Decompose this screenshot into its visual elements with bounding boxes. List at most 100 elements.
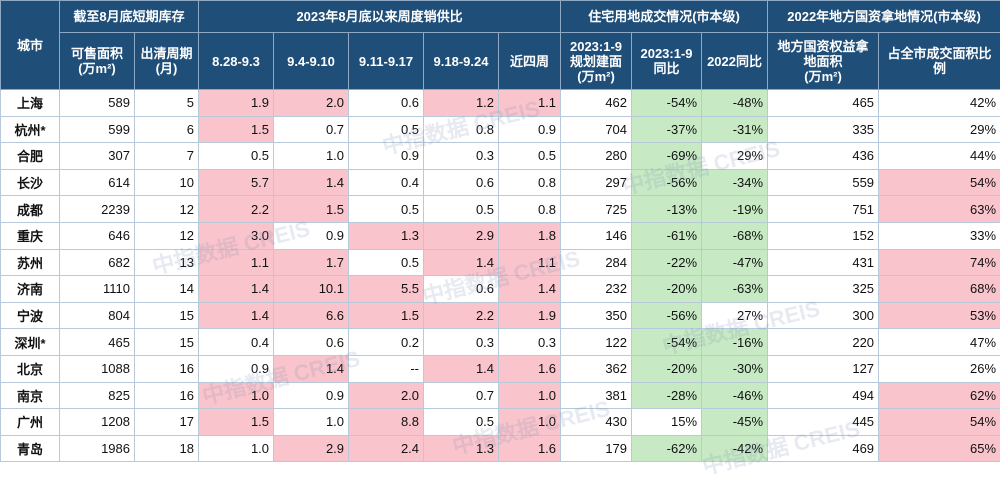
cell-share: 74%: [878, 248, 1000, 277]
cell-y22: -42%: [701, 434, 769, 463]
cell-cycle: 17: [133, 408, 200, 436]
cell-y22: -63%: [701, 275, 769, 303]
cell-w4: 0.6: [423, 168, 500, 197]
cell-w1: 1.5: [198, 408, 275, 436]
cell-w2: 1.0: [273, 142, 350, 170]
cell-r4: 1.6: [498, 434, 562, 463]
cell-cycle: 7: [133, 142, 200, 170]
cell-w1: 1.9: [198, 89, 275, 117]
header-recent4: 近四周: [498, 32, 562, 90]
cell-cycle: 16: [133, 381, 200, 410]
cell-w1: 2.2: [198, 195, 275, 223]
cell-r4: 1.8: [498, 221, 562, 250]
header-state-area-unit: (万m²): [804, 68, 842, 84]
cell-y22: -46%: [701, 381, 769, 410]
header-clearance-cycle: 出清周期 (月): [133, 32, 200, 90]
cell-w4: 1.4: [423, 354, 500, 383]
cell-yoy: -22%: [631, 248, 703, 277]
cell-share: 62%: [878, 381, 1000, 410]
cell-w1: 1.5: [198, 115, 275, 144]
cell-cycle: 15: [133, 328, 200, 356]
cell-share: 54%: [878, 408, 1000, 436]
cell-yoy: -54%: [631, 89, 703, 117]
cell-r4: 1.0: [498, 381, 562, 410]
cell-land: 179: [560, 434, 633, 463]
cell-y22: -30%: [701, 354, 769, 383]
cell-w1: 1.4: [198, 301, 275, 330]
table-row: 苏州 682 13 1.1 1.7 0.5 1.4 1.1 284 -22% -47% 431 74%: [0, 248, 1000, 277]
cell-cycle: 13: [133, 248, 200, 277]
cell-yoy: 15%: [631, 408, 703, 436]
cell-w3: 5.5: [348, 275, 425, 303]
cell-city: 重庆: [0, 221, 60, 250]
table-row: 北京 1088 16 0.9 1.4 -- 1.4 1.6 362 -20% -30% 127 26%: [0, 354, 1000, 383]
cell-share: 47%: [878, 328, 1000, 356]
header-week2: 9.4-9.10: [273, 32, 350, 90]
cell-y22: -47%: [701, 248, 769, 277]
cell-area: 589: [59, 89, 135, 117]
cell-share: 33%: [878, 221, 1000, 250]
cell-w4: 0.3: [423, 142, 500, 170]
cell-area: 2239: [59, 195, 135, 223]
cell-land: 725: [560, 195, 633, 223]
cell-cycle: 16: [133, 354, 200, 383]
cell-yoy: -20%: [631, 354, 703, 383]
cell-r4: 1.4: [498, 275, 562, 303]
cell-y22: -31%: [701, 115, 769, 144]
cell-w2: 2.0: [273, 89, 350, 117]
cell-w2: 0.9: [273, 221, 350, 250]
cell-cycle: 14: [133, 275, 200, 303]
cell-cycle: 5: [133, 89, 200, 117]
cell-city: 青岛: [0, 434, 60, 463]
cell-w3: 0.4: [348, 168, 425, 197]
cell-share: 29%: [878, 115, 1000, 144]
cell-land: 462: [560, 89, 633, 117]
header-available-area-unit: (万m²): [78, 61, 116, 76]
header-land-group: 住宅用地成交情况(市本级): [560, 0, 769, 33]
cell-w4: 0.7: [423, 381, 500, 410]
cell-w4: 0.6: [423, 275, 500, 303]
cell-land: 297: [560, 168, 633, 197]
cell-w2: 1.5: [273, 195, 350, 223]
cell-cycle: 18: [133, 434, 200, 463]
cell-sarea: 469: [767, 434, 880, 463]
cell-land: 704: [560, 115, 633, 144]
cell-w3: 0.6: [348, 89, 425, 117]
cell-w4: 1.2: [423, 89, 500, 117]
cell-w1: 0.9: [198, 354, 275, 383]
cell-yoy: -13%: [631, 195, 703, 223]
cell-r4: 0.3: [498, 328, 562, 356]
table-row: 广州 1208 17 1.5 1.0 8.8 0.5 1.0 430 15% -45% 445 54%: [0, 408, 1000, 436]
cell-sarea: 325: [767, 275, 880, 303]
cell-y22: -48%: [701, 89, 769, 117]
cell-r4: 1.0: [498, 408, 562, 436]
cell-w1: 1.4: [198, 275, 275, 303]
header-land-2022: 2022同比: [701, 32, 769, 90]
table-row: 上海 589 5 1.9 2.0 0.6 1.2 1.1 462 -54% -48% 465 42%: [0, 89, 1000, 117]
cell-y22: 27%: [701, 301, 769, 330]
cell-r4: 1.1: [498, 248, 562, 277]
cell-area: 1208: [59, 408, 135, 436]
cell-y22: -45%: [701, 408, 769, 436]
cell-w1: 5.7: [198, 168, 275, 197]
cell-w4: 1.3: [423, 434, 500, 463]
cell-share: 44%: [878, 142, 1000, 170]
cell-yoy: -62%: [631, 434, 703, 463]
cell-w1: 0.4: [198, 328, 275, 356]
cell-land: 122: [560, 328, 633, 356]
cell-yoy: -54%: [631, 328, 703, 356]
cell-city: 上海: [0, 89, 60, 117]
cell-area: 1986: [59, 434, 135, 463]
cell-r4: 1.6: [498, 354, 562, 383]
cell-area: 465: [59, 328, 135, 356]
cell-area: 804: [59, 301, 135, 330]
cell-w3: 1.5: [348, 301, 425, 330]
cell-w3: 0.9: [348, 142, 425, 170]
cell-city: 广州: [0, 408, 60, 436]
header-available-area: 可售面积 (万m²): [59, 32, 135, 90]
cell-yoy: -69%: [631, 142, 703, 170]
table-row: 合肥 307 7 0.5 1.0 0.9 0.3 0.5 280 -69% 29% 436 44%: [0, 142, 1000, 170]
cell-y22: -19%: [701, 195, 769, 223]
table-row: 杭州* 599 6 1.5 0.7 0.5 0.8 0.9 704 -37% -31% 335 29%: [0, 115, 1000, 144]
cell-w2: 1.4: [273, 354, 350, 383]
